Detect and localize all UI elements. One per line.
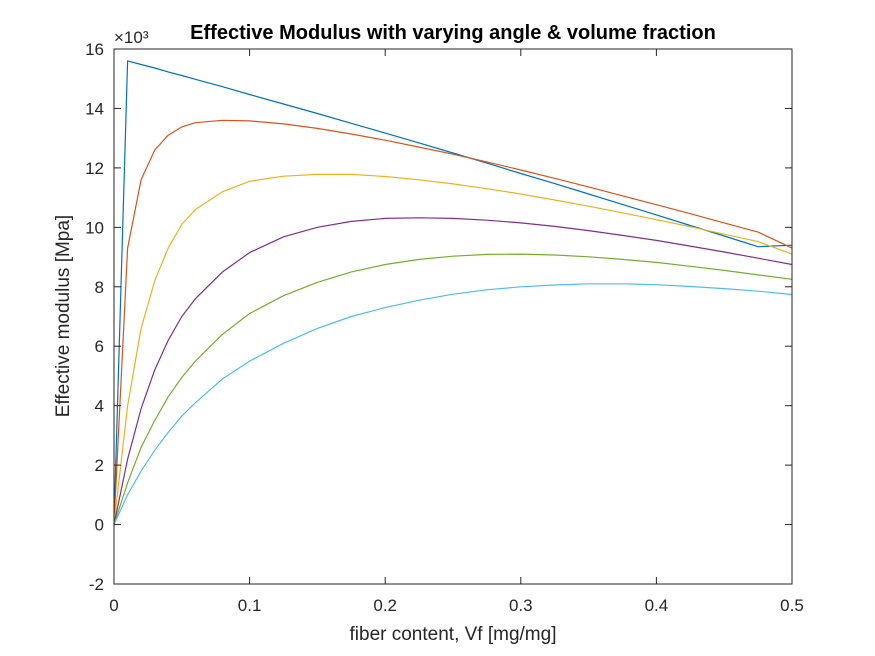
series-line-2 bbox=[113, 119, 793, 525]
y-tick-label: 14 bbox=[85, 99, 104, 118]
y-exponent-label: ×10³ bbox=[114, 28, 149, 47]
x-tick-label: 0.3 bbox=[509, 596, 533, 615]
series-line-4 bbox=[113, 217, 793, 525]
y-tick-label: 0 bbox=[95, 516, 104, 535]
y-tick-label: 6 bbox=[95, 337, 104, 356]
series-line-5 bbox=[113, 253, 793, 525]
y-tick-label: 12 bbox=[85, 159, 104, 178]
x-axis-label: fiber content, Vf [mg/mg] bbox=[350, 624, 557, 645]
x-tick-label: 0.1 bbox=[238, 596, 262, 615]
y-tick-label: 8 bbox=[95, 278, 104, 297]
tick-group: 0 0.1 0.2 0.3 0.4 0.5 -2 0 2 4 6 8 10 12 14 16 bbox=[85, 40, 804, 615]
series-line-1 bbox=[113, 60, 793, 525]
chart-title: Effective Modulus with varying angle & v… bbox=[190, 22, 716, 44]
y-tick-label: -2 bbox=[89, 575, 104, 594]
series-line-6 bbox=[113, 283, 793, 525]
x-tick-label: 0.4 bbox=[645, 596, 669, 615]
x-tick-label: 0.5 bbox=[780, 596, 804, 615]
x-tick-label: 0 bbox=[109, 596, 118, 615]
y-axis-label: Effective modulus [Mpa] bbox=[53, 215, 74, 417]
series-group bbox=[113, 60, 793, 525]
y-tick-label: 4 bbox=[95, 397, 104, 416]
y-tick-label: 16 bbox=[85, 40, 104, 59]
series-line-3 bbox=[113, 173, 793, 525]
x-tick-label: 0.2 bbox=[373, 596, 397, 615]
y-tick-label: 10 bbox=[85, 218, 104, 237]
axes-box bbox=[113, 48, 793, 585]
y-tick-label: 2 bbox=[95, 456, 104, 475]
plot-area bbox=[114, 49, 792, 584]
